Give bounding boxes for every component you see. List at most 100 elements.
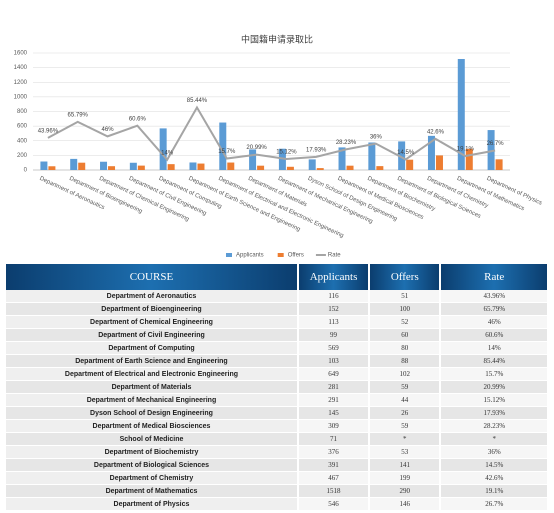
table-row: Department of Civil Engineering 99 60 60.6% [6,328,549,342]
data-label: 19.1% [457,147,475,153]
y-tick-label: 400 [17,138,28,144]
table-row: School of Medicine 71 * * [6,432,549,446]
bar [100,161,108,170]
bar [457,58,465,171]
table-row: Department of Chemistry 467 199 42.6% [6,471,549,485]
data-label: 36% [370,134,383,140]
cell-value: 60.6% [440,328,549,342]
course-name: Department of Mechanical Engineering [6,393,299,407]
data-label: 42.6% [427,129,445,135]
cell-value: 26.7% [440,497,549,511]
cell-value: 103 [297,354,371,368]
bar [197,163,205,170]
bar [167,164,175,170]
course-name: Department of Materials [6,380,299,394]
column-header: Rate [440,264,549,290]
course-name: Department of Biochemistry [6,445,299,459]
bar [406,159,414,170]
cell-value: 19.1% [440,484,549,498]
bar [219,122,227,170]
table-row: Department of Biological Sciences 391 141 1… [6,458,549,472]
line [47,105,496,162]
data-label: 15.7% [218,149,236,155]
cell-value: 291 [297,393,371,407]
bar [435,155,443,170]
cell-value: 42.6% [440,471,549,485]
cell-value: 71 [297,432,371,446]
legend-swatch [226,253,232,257]
table-row: Department of Computing 569 80 14% [6,341,549,355]
course-name: Department of Aeronautics [6,290,299,303]
bar [78,162,86,170]
cell-value: 649 [297,367,371,381]
cell-value: 51 [369,290,442,303]
cell-value: 44 [369,393,442,407]
table: COURSE Applicants Offers Rate Department of … [6,264,549,511]
cell-value: 36% [440,445,549,459]
data-label: 28.23% [336,140,357,146]
cell-value: * [440,432,549,446]
data-label: 14% [161,150,174,156]
table-row: Department of Mathematics 1518 290 19.1% [6,484,549,498]
cell-value: 59 [369,419,442,433]
cell-value: 145 [297,406,371,420]
cell-value: 113 [297,315,371,329]
y-tick-label: 200 [17,153,28,159]
cell-value: 85.44% [440,354,549,368]
data-label: 60.6% [129,116,147,122]
course-name: Dyson School of Design Engineering [6,406,299,420]
table-row: Dyson School of Design Engineering 145 26 1… [6,406,549,420]
data-label: 85.44% [187,98,208,104]
data-label: 20.99% [246,145,267,151]
cell-value: 199 [369,471,442,485]
course-name: Department of Chemistry [6,471,299,485]
course-name: Department of Civil Engineering [6,328,299,342]
cell-value: 376 [297,445,371,459]
data-label: 43.96% [38,128,59,134]
course-name: School of Medicine [6,432,299,446]
cell-value: 100 [369,302,442,316]
bar [48,166,56,170]
y-tick-label: 1400 [14,65,28,71]
cell-value: 1518 [297,484,371,498]
table-row: Department of Mechanical Engineering 291 4… [6,393,549,407]
course-name: Department of Chemical Engineering [6,315,299,329]
bar [308,159,316,170]
bar [108,166,116,170]
bar [70,158,78,170]
course-name: Department of Mathematics [6,484,299,498]
bar [487,130,495,170]
bar [346,165,354,170]
cell-value: 14.5% [440,458,549,472]
column-header: COURSE [6,264,299,290]
bar [189,162,197,170]
bar [129,162,137,170]
table-row: Department of Chemical Engineering 113 52 4… [6,315,549,329]
cell-value: 152 [297,302,371,316]
cell-value: 59 [369,380,442,394]
table-row: Department of Aeronautics 116 51 43.96% [6,290,549,303]
cell-value: 53 [369,445,442,459]
chart: 中国籍申请录取比 0 200 400 600 800 1000 1200 1400 1600 43… [14,33,543,259]
y-tick-label: 1000 [14,94,28,100]
y-tick-label: 1200 [14,80,28,86]
cell-value: 309 [297,419,371,433]
table-row: Department of Physics 546 146 26.7% [6,497,549,511]
bar [465,148,473,170]
cell-value: 60 [369,328,442,342]
cell-value: 65.79% [440,302,549,316]
bar [495,159,503,170]
y-tick-label: 1600 [14,51,28,57]
cell-value: 43.96% [440,290,549,303]
cell-value: 15.7% [440,367,549,381]
bar [159,128,167,170]
table-row: Department of Biochemistry 376 53 36% [6,445,549,459]
cell-value: 141 [369,458,442,472]
y-tick-label: 600 [17,124,28,130]
bar [257,165,265,170]
cell-value: 281 [297,380,371,394]
data-label: 26.7% [487,141,505,147]
cell-value: 467 [297,471,371,485]
legend-label: Rate [328,253,341,259]
